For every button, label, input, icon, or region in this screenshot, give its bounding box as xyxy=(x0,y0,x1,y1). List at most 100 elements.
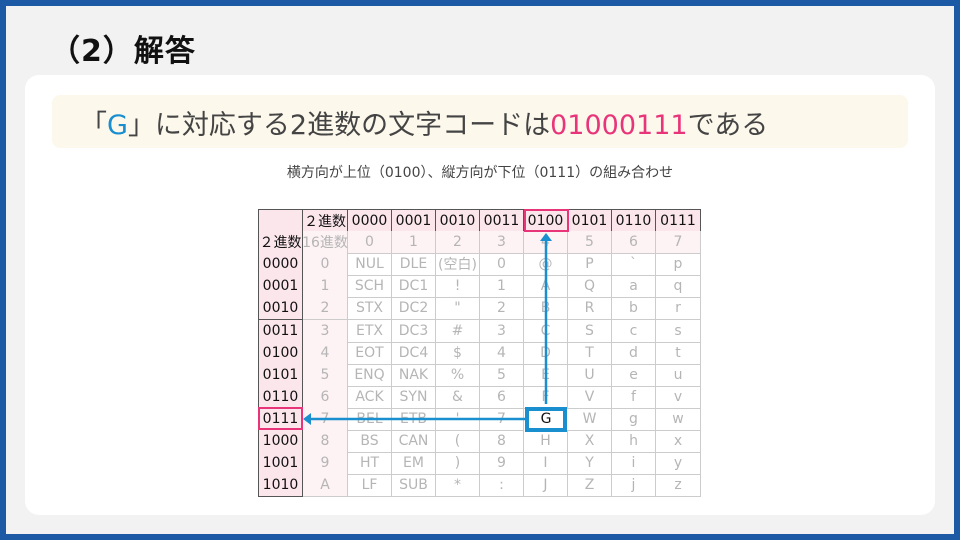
table-cell: EOT xyxy=(348,341,392,365)
table-cell: LF xyxy=(348,474,392,498)
table-cell: J xyxy=(524,474,568,498)
hex-header: 7 xyxy=(656,231,701,255)
row-header: ２進数 xyxy=(258,231,303,255)
table-cell: z xyxy=(656,474,701,498)
table-cell: % xyxy=(436,363,480,387)
table-cell: ( xyxy=(436,430,480,454)
hex-header: 3 xyxy=(480,231,524,255)
table-cell: H xyxy=(524,430,568,454)
table-cell: 4 xyxy=(480,341,524,365)
explanation: 横方向が上位（0100）、縦方向が下位（0111）の組み合わせ xyxy=(286,165,674,181)
table-cell: 4 xyxy=(303,341,348,365)
content-panel xyxy=(25,75,935,515)
table-cell: x xyxy=(656,430,701,454)
table-cell: 9 xyxy=(480,452,524,476)
bracket-open: 「 xyxy=(80,110,107,141)
table-cell: ` xyxy=(612,253,656,277)
table-cell: U xyxy=(568,363,612,387)
table-cell: u xyxy=(656,363,701,387)
table-cell: CAN xyxy=(392,430,436,454)
table-cell: ! xyxy=(436,275,480,299)
table-cell: 1 xyxy=(480,275,524,299)
table-cell: ' xyxy=(436,407,480,431)
table-cell: DLE xyxy=(392,253,436,277)
answer-middle: 」に対応する2進数の文字コードは xyxy=(127,110,551,141)
answer-letter: G xyxy=(107,110,128,141)
row-header: 0100 xyxy=(258,341,303,365)
table-cell: DC1 xyxy=(392,275,436,299)
table-cell: i xyxy=(612,452,656,476)
row-header: 0110 xyxy=(258,385,303,409)
table-cell: 6 xyxy=(303,385,348,409)
hex-header: 2 xyxy=(436,231,480,255)
table-cell: @ xyxy=(524,253,568,277)
table-cell: j xyxy=(612,474,656,498)
table-cell: ETX xyxy=(348,319,392,343)
table-cell: 7 xyxy=(480,407,524,431)
table-cell: EM xyxy=(392,452,436,476)
answer-code: 01000111 xyxy=(550,110,688,141)
row-header: 0101 xyxy=(258,363,303,387)
row-header: 1000 xyxy=(258,430,303,454)
upper-bits-highlight xyxy=(524,209,569,232)
table-corner xyxy=(258,209,303,233)
table-cell: I xyxy=(524,452,568,476)
hex-header: 5 xyxy=(568,231,612,255)
table-cell: d xyxy=(612,341,656,365)
table-cell: BS xyxy=(348,430,392,454)
hex-header: 16進数 xyxy=(302,231,348,255)
table-cell: e xyxy=(612,363,656,387)
answer-text: 「G」に対応する2進数の文字コードは01000111である xyxy=(80,103,768,142)
table-cell: SCH xyxy=(348,275,392,299)
lower-bits-highlight xyxy=(258,407,303,430)
table-cell: W xyxy=(568,407,612,431)
table-cell: T xyxy=(568,341,612,365)
table-cell: SYN xyxy=(392,385,436,409)
table-cell: 3 xyxy=(480,319,524,343)
table-cell: ETB xyxy=(392,407,436,431)
table-cell: BEL xyxy=(348,407,392,431)
table-cell: g xyxy=(612,407,656,431)
table-cell: 1 xyxy=(303,275,348,299)
table-cell: Z xyxy=(568,474,612,498)
table-cell: C xyxy=(524,319,568,343)
table-cell: ENQ xyxy=(348,363,392,387)
row-header: 1010 xyxy=(258,474,303,498)
answer-banner xyxy=(52,95,908,148)
table-cell: NAK xyxy=(392,363,436,387)
hex-header: 1 xyxy=(392,231,436,255)
table-cell: c xyxy=(612,319,656,343)
table-cell: X xyxy=(568,430,612,454)
hex-header: 0 xyxy=(348,231,392,255)
table-cell: 8 xyxy=(480,430,524,454)
table-cell: DC2 xyxy=(392,297,436,321)
table-cell: q xyxy=(656,275,701,299)
table-cell: ACK xyxy=(348,385,392,409)
row-header: 0001 xyxy=(258,275,303,299)
table-cell: SUB xyxy=(392,474,436,498)
table-cell: Q xyxy=(568,275,612,299)
row-header: 0011 xyxy=(258,319,303,343)
column-header: 0011 xyxy=(480,209,524,233)
table-cell: a xyxy=(612,275,656,299)
table-cell: F xyxy=(524,385,568,409)
table-cell: D xyxy=(524,341,568,365)
table-cell: Y xyxy=(568,452,612,476)
table-cell: 9 xyxy=(303,452,348,476)
table-cell: : xyxy=(480,474,524,498)
table-cell: r xyxy=(656,297,701,321)
table-cell: 7 xyxy=(303,407,348,431)
table-cell: " xyxy=(436,297,480,321)
slide-title: （2）解答 xyxy=(50,34,196,69)
table-cell: 5 xyxy=(303,363,348,387)
table-cell: 0 xyxy=(303,253,348,277)
table-cell: y xyxy=(656,452,701,476)
table-cell: ) xyxy=(436,452,480,476)
table-cell: DC3 xyxy=(392,319,436,343)
target-char-box: G xyxy=(525,406,567,432)
column-header: 0010 xyxy=(436,209,480,233)
table-cell: DC4 xyxy=(392,341,436,365)
table-cell: STX xyxy=(348,297,392,321)
table-cell: E xyxy=(524,363,568,387)
table-cell: p xyxy=(656,253,701,277)
